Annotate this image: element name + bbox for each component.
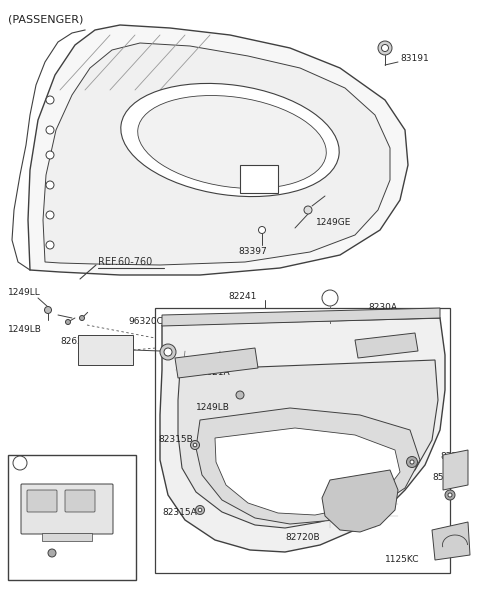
Text: 1243AE: 1243AE <box>26 563 60 572</box>
Polygon shape <box>215 428 400 515</box>
Text: 1125KD: 1125KD <box>380 448 416 457</box>
FancyBboxPatch shape <box>240 165 278 193</box>
Polygon shape <box>162 308 440 326</box>
Text: 1249GE: 1249GE <box>316 218 351 227</box>
Text: 82720B: 82720B <box>285 533 320 542</box>
Ellipse shape <box>121 83 339 197</box>
Polygon shape <box>432 522 470 560</box>
FancyBboxPatch shape <box>155 308 450 573</box>
FancyBboxPatch shape <box>8 455 136 580</box>
Text: 82382: 82382 <box>440 452 468 461</box>
Text: 83191: 83191 <box>400 54 429 63</box>
Text: a: a <box>18 458 23 467</box>
Circle shape <box>448 493 452 497</box>
Circle shape <box>322 290 338 306</box>
Circle shape <box>46 151 54 159</box>
Circle shape <box>382 45 388 51</box>
Circle shape <box>378 41 392 55</box>
FancyBboxPatch shape <box>65 490 95 512</box>
Circle shape <box>304 206 312 214</box>
Polygon shape <box>196 408 420 524</box>
Text: 93580A: 93580A <box>60 479 95 488</box>
FancyBboxPatch shape <box>42 533 92 541</box>
Polygon shape <box>43 43 390 265</box>
Text: 1249LL: 1249LL <box>8 288 41 297</box>
Circle shape <box>410 460 414 464</box>
Text: a: a <box>327 294 333 303</box>
Polygon shape <box>178 360 438 528</box>
Circle shape <box>195 505 204 514</box>
Text: 82620: 82620 <box>60 337 88 346</box>
Text: 82315A: 82315A <box>162 508 197 517</box>
Text: 96320C: 96320C <box>128 317 163 326</box>
Circle shape <box>160 344 176 360</box>
Polygon shape <box>160 318 445 552</box>
Circle shape <box>191 441 200 449</box>
Circle shape <box>407 456 418 467</box>
FancyBboxPatch shape <box>78 335 133 365</box>
Circle shape <box>46 181 54 189</box>
Polygon shape <box>28 25 408 275</box>
FancyBboxPatch shape <box>27 490 57 512</box>
Text: 93577: 93577 <box>360 347 389 356</box>
Text: 82315B: 82315B <box>158 435 193 444</box>
Text: (PASSENGER): (PASSENGER) <box>8 14 84 24</box>
Polygon shape <box>443 450 468 490</box>
Text: 1249LB: 1249LB <box>196 403 230 412</box>
Circle shape <box>164 348 172 356</box>
Text: 83397: 83397 <box>238 247 267 256</box>
Circle shape <box>46 126 54 134</box>
Text: 1249LB: 1249LB <box>8 325 42 334</box>
Circle shape <box>236 391 244 399</box>
Text: 82394A: 82394A <box>188 139 223 148</box>
Circle shape <box>193 443 197 447</box>
Text: 82241: 82241 <box>228 292 256 301</box>
Circle shape <box>46 241 54 249</box>
Circle shape <box>45 306 51 314</box>
Circle shape <box>198 508 202 512</box>
Polygon shape <box>175 348 258 378</box>
Circle shape <box>46 211 54 219</box>
Circle shape <box>80 315 84 321</box>
Circle shape <box>65 320 71 324</box>
Circle shape <box>48 549 56 557</box>
Ellipse shape <box>138 95 326 189</box>
Text: REF.60-760: REF.60-760 <box>98 257 152 267</box>
Circle shape <box>46 96 54 104</box>
Circle shape <box>445 490 455 500</box>
Text: 82621A: 82621A <box>195 368 229 377</box>
Circle shape <box>259 227 265 233</box>
Text: 85858C: 85858C <box>432 473 467 482</box>
Polygon shape <box>355 333 418 358</box>
Text: 8230A: 8230A <box>368 303 397 312</box>
Circle shape <box>13 456 27 470</box>
Text: 1125KC: 1125KC <box>385 555 420 564</box>
Polygon shape <box>322 470 398 532</box>
FancyBboxPatch shape <box>21 484 113 534</box>
